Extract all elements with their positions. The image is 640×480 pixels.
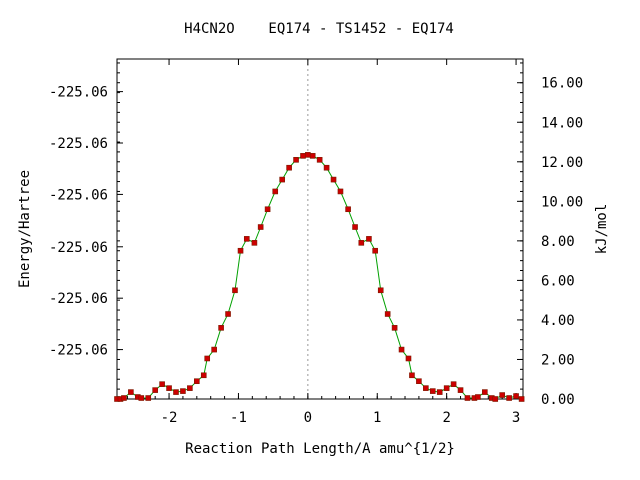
data-point <box>366 236 372 242</box>
data-point <box>309 153 316 159</box>
data-point <box>436 389 443 395</box>
data-point <box>450 381 457 387</box>
data-point <box>305 152 311 158</box>
left-ticks: -225.06 -225.06 -225.06 -225.06 -225.06 -225.… <box>49 62 123 400</box>
data-point <box>409 372 415 379</box>
data-point <box>323 164 330 171</box>
chart-title: H4CN2O EQ174 - TS1452 - EQ174 <box>184 21 454 37</box>
data-point <box>159 381 165 387</box>
left-axis-label: Energy/Hartree <box>17 170 33 288</box>
data-point <box>279 176 285 183</box>
data-point <box>457 387 464 393</box>
data-point <box>499 392 505 398</box>
data-point <box>121 395 127 401</box>
x-tick-label: -2 <box>161 410 178 426</box>
data-point <box>391 325 398 331</box>
data-point <box>423 385 429 391</box>
data-point <box>372 247 378 254</box>
left-tick-label: -225.06 <box>49 291 108 307</box>
x-tick-label: 0 <box>304 410 312 426</box>
data-point <box>384 311 391 317</box>
right-tick-label: 6.00 <box>541 273 575 289</box>
data-point <box>293 157 299 163</box>
right-tick-label: 0.00 <box>541 392 575 408</box>
right-tick-label: 10.00 <box>541 194 583 210</box>
data-point <box>405 355 412 362</box>
data-point <box>286 164 292 171</box>
x-tick-label: -1 <box>230 410 247 426</box>
right-tick-label: 12.00 <box>541 155 583 171</box>
right-tick-label: 16.00 <box>541 76 583 92</box>
data-point <box>166 385 172 391</box>
data-point <box>272 188 279 195</box>
left-tick-label: -225.06 <box>49 187 108 203</box>
left-tick-label: -225.06 <box>49 85 108 101</box>
x-ticks: -2 -1 0 1 2 3 <box>126 59 520 426</box>
data-point <box>180 388 186 394</box>
x-tick-label: 1 <box>373 410 381 426</box>
data-point <box>358 240 365 246</box>
data-point <box>264 206 271 213</box>
data-point <box>138 395 145 401</box>
data-point <box>128 389 134 395</box>
data-point <box>518 396 525 402</box>
right-tick-label: 14.00 <box>541 115 583 131</box>
data-point <box>398 346 405 353</box>
left-tick-label: -225.06 <box>49 240 108 256</box>
data-point <box>152 387 158 393</box>
data-point <box>257 224 264 230</box>
data-point <box>218 325 224 331</box>
right-tick-label: 4.00 <box>541 313 575 329</box>
data-point <box>416 378 422 385</box>
data-point <box>482 389 488 395</box>
data-point <box>300 153 306 159</box>
x-axis-label: Reaction Path Length/A amu^{1/2} <box>185 441 455 457</box>
data-point <box>225 311 231 317</box>
data-point <box>145 395 152 401</box>
data-point <box>232 287 238 294</box>
data-point <box>173 389 179 395</box>
data-point <box>443 385 450 391</box>
data-point <box>187 385 193 391</box>
right-tick-label: 2.00 <box>541 352 575 368</box>
data-point <box>243 236 250 242</box>
x-tick-label: 2 <box>442 410 450 426</box>
series-points <box>114 152 525 402</box>
data-point <box>464 395 471 401</box>
data-point <box>316 157 323 163</box>
left-tick-label: -225.06 <box>49 343 108 359</box>
data-point <box>251 240 258 246</box>
data-point <box>345 206 351 213</box>
data-point <box>429 388 436 394</box>
data-point <box>237 247 244 254</box>
data-point <box>506 395 512 401</box>
data-point <box>475 394 481 400</box>
data-point <box>194 378 200 385</box>
right-axis-label: kJ/mol <box>594 204 610 255</box>
x-tick-label: 3 <box>512 410 520 426</box>
right-ticks: 0.00 2.00 4.00 6.00 8.00 10.00 12.00 14.00 16.00 <box>517 62 583 408</box>
data-point <box>204 355 211 362</box>
left-tick-label: -225.06 <box>49 136 108 152</box>
data-point <box>211 346 217 353</box>
data-point <box>337 188 344 195</box>
right-tick-label: 8.00 <box>541 234 575 250</box>
data-point <box>492 396 499 402</box>
data-point <box>513 393 519 399</box>
data-point <box>352 224 358 230</box>
data-point <box>330 176 337 183</box>
data-point <box>200 372 207 379</box>
series-line <box>117 154 522 400</box>
plot-frame <box>116 58 524 400</box>
data-point <box>377 287 384 294</box>
